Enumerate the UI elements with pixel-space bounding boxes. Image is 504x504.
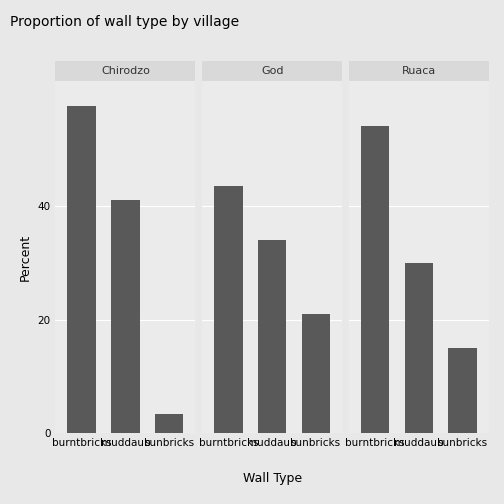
Bar xyxy=(214,186,242,433)
Bar xyxy=(361,126,390,433)
Bar xyxy=(449,348,477,433)
Bar xyxy=(68,106,96,433)
Y-axis label: Percent: Percent xyxy=(19,233,32,281)
Bar xyxy=(258,240,286,433)
Text: Proportion of wall type by village: Proportion of wall type by village xyxy=(10,15,239,29)
Text: Wall Type: Wall Type xyxy=(242,472,302,485)
Bar xyxy=(111,200,140,433)
Bar xyxy=(405,263,433,433)
Bar xyxy=(155,413,183,433)
Bar xyxy=(302,314,330,433)
